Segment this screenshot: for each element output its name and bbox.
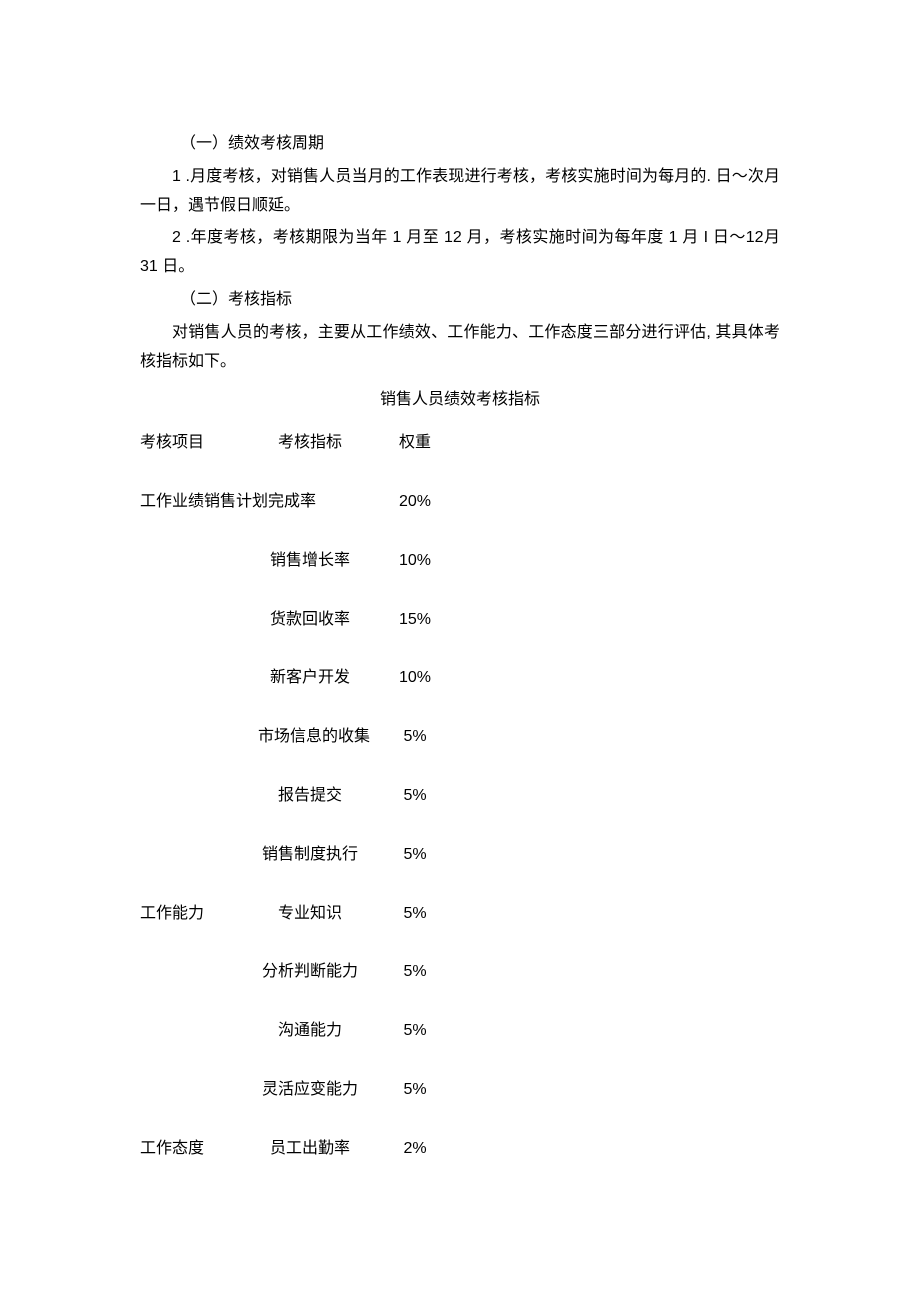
cell-weight: 10% <box>370 547 460 606</box>
cell-indicator: 货款回收率 <box>250 606 370 665</box>
table-row: 工作态度 员工出勤率 2% <box>140 1135 460 1164</box>
cell-category <box>140 723 250 782</box>
cell-weight: 5% <box>370 1017 460 1076</box>
header-weight: 权重 <box>370 429 460 488</box>
cell-category: 工作能力 <box>140 900 250 959</box>
table-title: 销售人员绩效考核指标 <box>140 386 780 415</box>
table-row: 报告提交 5% <box>140 782 460 841</box>
cell-indicator-text: 销售计划完成率 <box>204 493 316 510</box>
cell-indicator: 灵活应变能力 <box>250 1076 370 1135</box>
cell-indicator: 新客户开发 <box>250 664 370 723</box>
cell-category <box>140 841 250 900</box>
cell-category <box>140 547 250 606</box>
cell-indicator: 市场信息的收集 <box>250 723 370 782</box>
cell-combined: 工作业绩销售计划完成率 <box>140 488 370 547</box>
table-row: 市场信息的收集 5% <box>140 723 460 782</box>
table-row: 销售增长率 10% <box>140 547 460 606</box>
cell-category <box>140 958 250 1017</box>
cell-weight: 5% <box>370 900 460 959</box>
section-1-item-1: 1 .月度考核，对销售人员当月的工作表现进行考核，考核实施时间为每月的. 日～次… <box>140 163 780 221</box>
cell-weight: 20% <box>370 488 460 547</box>
table-row: 工作能力 专业知识 5% <box>140 900 460 959</box>
header-indicator: 考核指标 <box>250 429 370 488</box>
cell-weight: 15% <box>370 606 460 665</box>
table-row: 分析判断能力 5% <box>140 958 460 1017</box>
cell-weight: 2% <box>370 1135 460 1164</box>
cell-indicator: 专业知识 <box>250 900 370 959</box>
cell-weight: 10% <box>370 664 460 723</box>
cell-indicator: 销售增长率 <box>250 547 370 606</box>
table-row: 销售制度执行 5% <box>140 841 460 900</box>
cell-weight: 5% <box>370 1076 460 1135</box>
cell-category <box>140 782 250 841</box>
cell-weight: 5% <box>370 958 460 1017</box>
kpi-table: 考核项目 考核指标 权重 工作业绩销售计划完成率 20% 销售增长率 10% 货… <box>140 429 460 1163</box>
cell-weight: 5% <box>370 723 460 782</box>
section-2-intro: 对销售人员的考核，主要从工作绩效、工作能力、工作态度三部分进行评估, 其具体考核… <box>140 319 780 377</box>
cell-category: 工作态度 <box>140 1135 250 1164</box>
cell-category <box>140 1017 250 1076</box>
section-2-heading: （二）考核指标 <box>140 286 780 315</box>
table-row: 货款回收率 15% <box>140 606 460 665</box>
header-category: 考核项目 <box>140 429 250 488</box>
cell-weight: 5% <box>370 841 460 900</box>
cell-category <box>140 1076 250 1135</box>
cell-indicator: 员工出勤率 <box>250 1135 370 1164</box>
cell-weight: 5% <box>370 782 460 841</box>
section-1-item-2: 2 .年度考核，考核期限为当年 1 月至 12 月，考核实施时间为每年度 1 月… <box>140 224 780 282</box>
cell-indicator: 分析判断能力 <box>250 958 370 1017</box>
table-header-row: 考核项目 考核指标 权重 <box>140 429 460 488</box>
cell-indicator: 报告提交 <box>250 782 370 841</box>
table-row: 新客户开发 10% <box>140 664 460 723</box>
section-1-heading: （一）绩效考核周期 <box>140 130 780 159</box>
cell-category-text: 工作业绩 <box>140 493 204 510</box>
table-row: 灵活应变能力 5% <box>140 1076 460 1135</box>
cell-category <box>140 606 250 665</box>
cell-indicator: 沟通能力 <box>250 1017 370 1076</box>
table-row: 沟通能力 5% <box>140 1017 460 1076</box>
cell-indicator: 销售制度执行 <box>250 841 370 900</box>
table-row: 工作业绩销售计划完成率 20% <box>140 488 460 547</box>
cell-category <box>140 664 250 723</box>
